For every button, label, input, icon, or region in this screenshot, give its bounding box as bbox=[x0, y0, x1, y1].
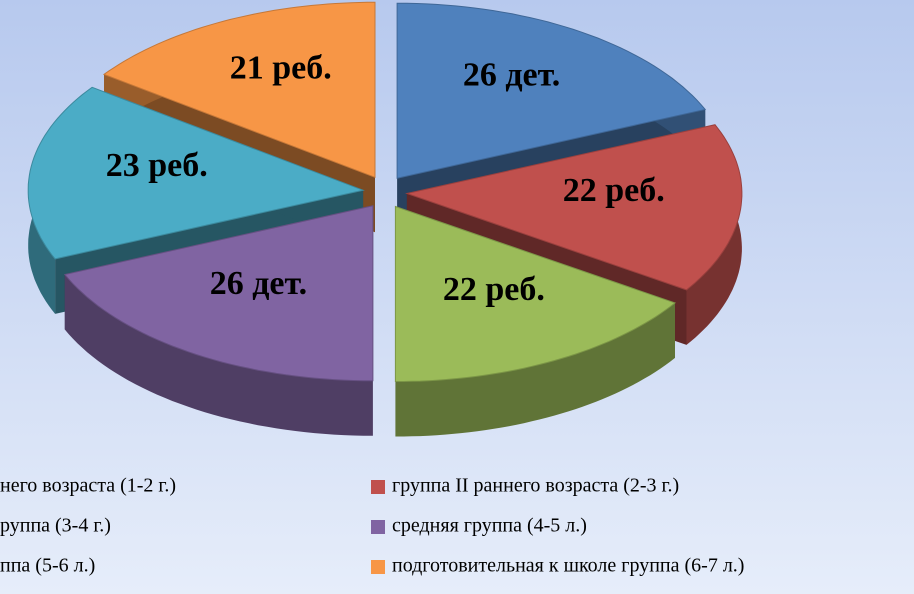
legend-label: ппа (5-6 л.) bbox=[0, 555, 95, 577]
slice bbox=[394, 205, 677, 382]
slice bbox=[396, 2, 707, 179]
slice bbox=[63, 205, 374, 382]
data-label: 23 реб. bbox=[106, 147, 208, 184]
legend-swatch bbox=[371, 560, 385, 574]
slice bbox=[405, 124, 743, 291]
slice bbox=[27, 86, 365, 260]
legend-swatch bbox=[371, 520, 385, 534]
data-label: 26 дет. bbox=[463, 56, 560, 93]
data-label: 26 дет. bbox=[210, 265, 307, 302]
legend: него возраста (1-2 г.) группа II раннего … bbox=[0, 475, 744, 577]
slice-side bbox=[64, 274, 373, 436]
legend-label: средняя группа (4-5 л.) bbox=[392, 515, 587, 537]
legend-label: подготовительная к школе группа (6-7 л.) bbox=[392, 555, 744, 577]
slice bbox=[102, 1, 376, 179]
slice-side bbox=[395, 302, 675, 437]
legend-label: него возраста (1-2 г.) bbox=[0, 475, 176, 497]
legend-label: группа II раннего возраста (2-3 г.) bbox=[392, 475, 679, 497]
data-label: 22 реб. bbox=[443, 271, 545, 308]
legend-swatch bbox=[371, 480, 385, 494]
legend-label: руппа (3-4 г.) bbox=[0, 515, 111, 537]
data-label: 21 реб. bbox=[230, 49, 332, 86]
data-label: 22 реб. bbox=[563, 172, 665, 209]
pie: 26 дет. 22 реб. 22 реб. 26 дет. 23 реб. 21 ре… bbox=[27, 1, 743, 437]
